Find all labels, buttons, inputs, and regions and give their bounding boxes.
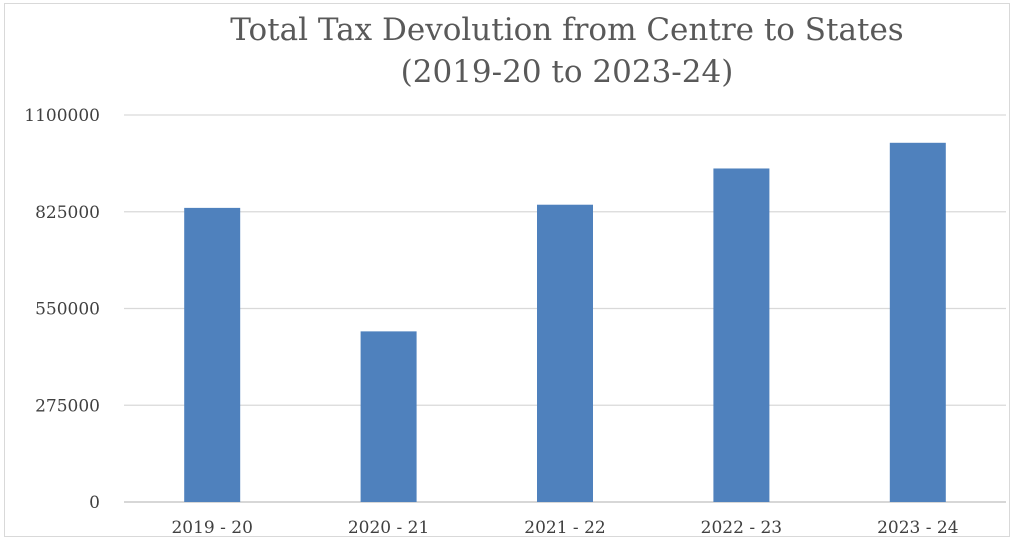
y-tick-label: 275000 bbox=[35, 396, 100, 416]
x-tick-label: 2021 - 22 bbox=[524, 518, 605, 538]
x-tick-label: 2019 - 20 bbox=[171, 518, 252, 538]
chart-frame bbox=[4, 3, 1010, 537]
bar bbox=[360, 331, 417, 502]
bar bbox=[184, 207, 241, 502]
y-tick-label: 825000 bbox=[35, 203, 100, 223]
chart-title-line-1: Total Tax Devolution from Centre to Stat… bbox=[230, 12, 903, 48]
bar bbox=[713, 168, 770, 502]
chart-title-line-2: (2019-20 to 2023-24) bbox=[401, 54, 734, 90]
y-tick-label: 1100000 bbox=[24, 106, 100, 126]
y-axis-ticks: 0 275000 550000 825000 1100000 bbox=[24, 106, 100, 513]
x-tick-label: 2022 - 23 bbox=[701, 518, 782, 538]
x-tick-label: 2023 - 24 bbox=[877, 518, 958, 538]
bars bbox=[184, 142, 946, 503]
bar bbox=[537, 204, 593, 503]
y-tick-label: 550000 bbox=[35, 300, 100, 320]
bar bbox=[889, 142, 946, 502]
y-tick-label: 0 bbox=[89, 493, 100, 513]
x-axis-ticks: 2019 - 20 2020 - 21 2021 - 22 2022 - 23 2023… bbox=[171, 518, 958, 538]
x-tick-label: 2020 - 21 bbox=[348, 518, 429, 538]
